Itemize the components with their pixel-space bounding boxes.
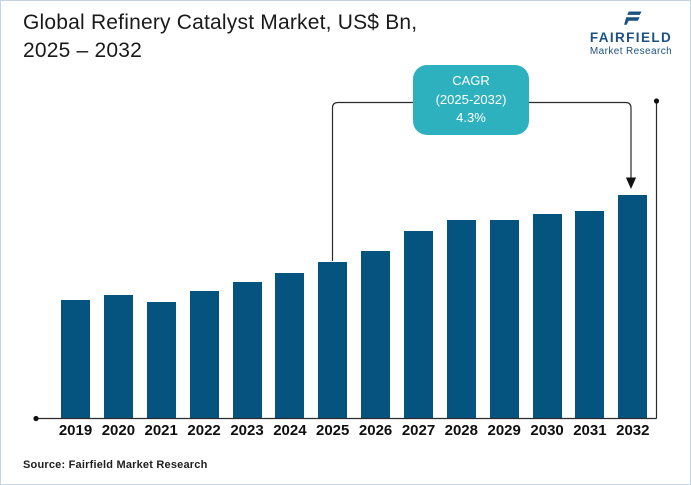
x-tick-2023: 2023: [230, 422, 264, 439]
bar-2026: [361, 250, 391, 419]
bar-2028: [446, 219, 476, 418]
logo-brand-text: FAIRFIELD: [589, 30, 673, 45]
x-tick-2025: 2025: [316, 422, 350, 439]
x-tick-2027: 2027: [401, 422, 436, 439]
bar-2032: [618, 195, 648, 418]
x-tick-2020: 2020: [101, 422, 136, 439]
cagr-arrowhead: [625, 177, 637, 189]
bar-2020: [103, 295, 133, 419]
x-tick-2019: 2019: [58, 422, 93, 439]
bar-2021: [146, 302, 176, 418]
fairfield-logo: FAIRFIELD Market Research: [586, 11, 676, 58]
cagr-callout: CAGR (2025-2032) 4.3%: [413, 65, 529, 135]
x-tick-2026: 2026: [358, 422, 393, 439]
bar-2019: [61, 299, 90, 418]
fairfield-flag-icon: [586, 11, 676, 29]
x-tick-2031: 2031: [573, 422, 607, 439]
title-line-2: 2025 – 2032: [23, 38, 142, 62]
x-tick-2022: 2022: [187, 422, 221, 439]
cagr-period: (2025-2032): [435, 91, 507, 107]
cagr-bracket-right: [529, 101, 632, 178]
bar-2031: [575, 210, 605, 418]
cagr-value: 4.3%: [456, 110, 486, 126]
x-tick-2028: 2028: [444, 422, 478, 439]
cagr-bracket-left: [331, 101, 413, 261]
right-axis-top-dot: [653, 98, 660, 104]
bar-2024: [275, 273, 305, 418]
x-axis-origin-dot: [33, 415, 39, 422]
bar-2029: [489, 219, 519, 418]
x-tick-2024: 2024: [273, 422, 307, 439]
x-tick-2032: 2032: [616, 422, 650, 439]
x-tick-2029: 2029: [487, 422, 521, 439]
bar-2030: [532, 214, 562, 418]
x-tick-2021: 2021: [144, 422, 178, 439]
page-title: Global Refinery Catalyst Market, US$ Bn,…: [23, 9, 583, 65]
bar-2025: [318, 261, 348, 418]
bar-2027: [404, 230, 433, 418]
source-note: Source: Fairfield Market Research: [23, 459, 208, 471]
bar-2022: [189, 290, 219, 418]
cagr-label: CAGR: [452, 72, 490, 88]
logo-tagline-text: Market Research: [589, 45, 673, 57]
x-tick-2030: 2030: [530, 422, 564, 439]
bar-2023: [232, 282, 262, 418]
title-line-1: Global Refinery Catalyst Market, US$ Bn,: [23, 11, 418, 34]
